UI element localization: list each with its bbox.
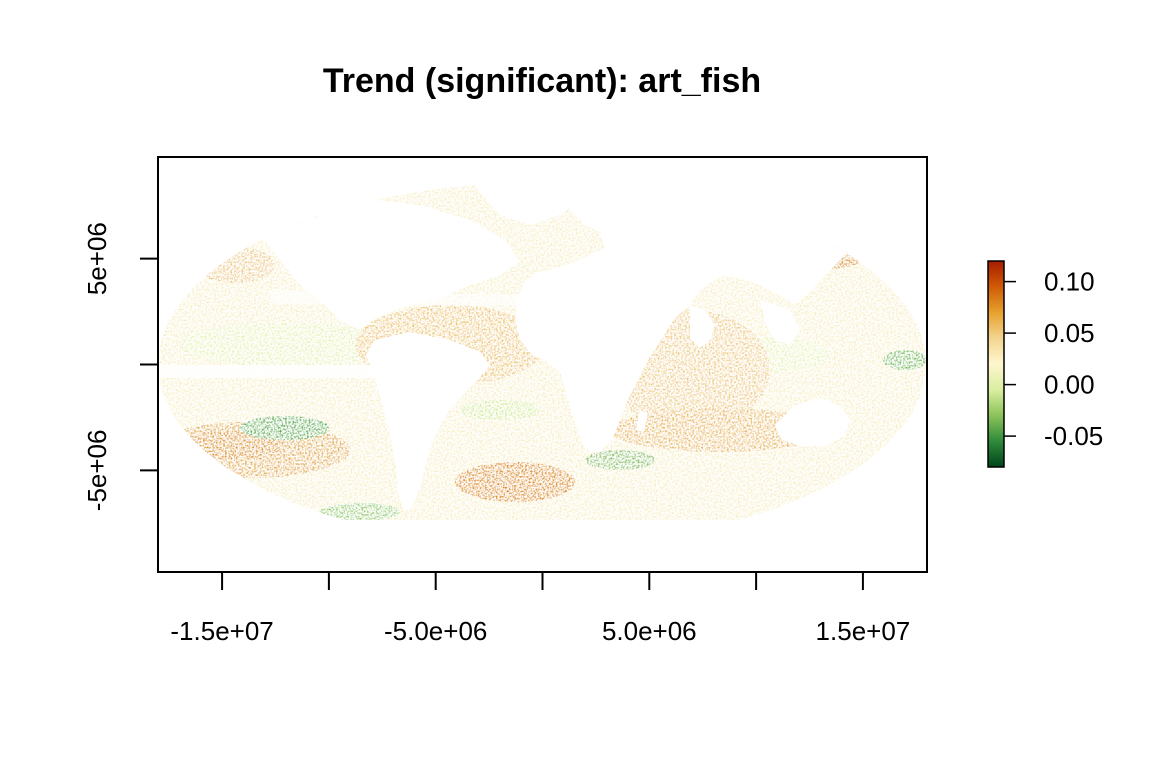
ocean-region-green [883, 350, 926, 370]
land-ocean-gap-north-pacific [270, 290, 520, 306]
x-tick-label: 5.0e+06 [602, 616, 697, 646]
x-tick-label: -1.5e+07 [170, 616, 273, 646]
ocean-region-orange [610, 408, 830, 452]
ocean-region-green [240, 416, 330, 440]
y-tick-label: 5e+06 [82, 222, 112, 295]
legend-tick-label: 0.05 [1044, 318, 1095, 348]
ocean-region-dark-orange [455, 462, 575, 502]
ocean-region-orange [195, 247, 275, 283]
x-axis: -1.5e+07 -5.0e+06 5.0e+06 1.5e+07 [170, 572, 910, 646]
land-arabia-india [690, 305, 715, 348]
ocean-region-light-green [460, 400, 540, 420]
y-axis: 5e+06 -5e+06 [82, 222, 158, 511]
land-greenland [470, 182, 580, 225]
legend-tick-label: 0.10 [1044, 267, 1095, 297]
land-southeast-asia [760, 300, 800, 345]
ocean-region-green [320, 503, 400, 521]
land-eurasia-africa [515, 182, 900, 452]
ocean-region-green [585, 450, 655, 470]
land-australia [775, 398, 850, 446]
y-tick-label: -5e+06 [82, 430, 112, 512]
land-ocean-gap-equatorial [158, 365, 380, 378]
color-legend: 0.10 0.05 0.00 -0.05 [987, 260, 1103, 468]
x-tick-label: -5.0e+06 [384, 616, 487, 646]
chart-title: Trend (significant): art_fish [323, 62, 761, 100]
legend-tick-label: -0.05 [1044, 421, 1103, 451]
legend-color-bar [987, 260, 1005, 468]
land-antarctica [158, 520, 926, 546]
map-raster [158, 182, 926, 546]
land-south-america [366, 332, 490, 512]
ocean-region-pale-green [180, 323, 400, 367]
land-madagascar [636, 410, 648, 432]
x-tick-label: 1.5e+07 [816, 616, 911, 646]
legend-tick-label: 0.00 [1044, 370, 1095, 400]
